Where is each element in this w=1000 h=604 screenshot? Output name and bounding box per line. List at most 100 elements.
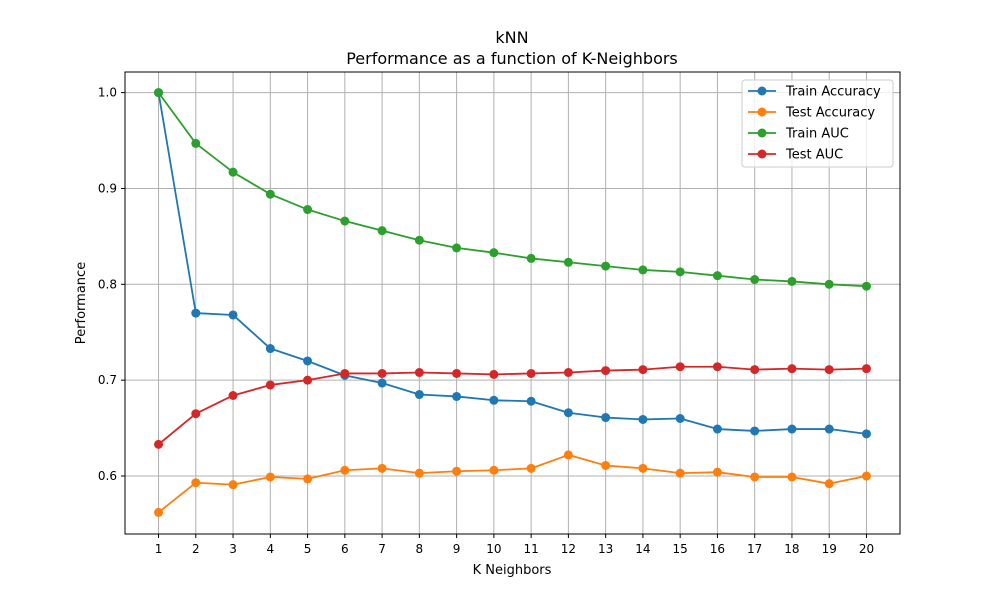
x-axis-label: K Neighbors bbox=[473, 563, 552, 578]
y-tick-label: 0.9 bbox=[98, 181, 117, 195]
x-tick-label: 7 bbox=[378, 542, 386, 556]
legend-item-test-accuracy: Test Accuracy bbox=[748, 106, 875, 121]
data-point-train-auc bbox=[563, 257, 573, 267]
data-point-train-accuracy bbox=[563, 408, 573, 418]
plot-area-frame bbox=[124, 71, 901, 535]
data-point-train-accuracy bbox=[750, 426, 760, 436]
legend-marker bbox=[757, 86, 767, 96]
x-tick-label: 9 bbox=[453, 542, 461, 556]
data-point-test-accuracy bbox=[265, 472, 275, 482]
data-point-train-auc bbox=[824, 279, 834, 289]
data-point-test-accuracy bbox=[303, 474, 313, 484]
data-point-test-auc bbox=[414, 367, 424, 377]
data-point-test-auc bbox=[377, 368, 387, 378]
data-point-train-auc bbox=[228, 167, 238, 177]
x-tick-label: 17 bbox=[747, 542, 762, 556]
legend-item-train-accuracy: Train Accuracy bbox=[748, 85, 881, 100]
data-point-train-auc bbox=[526, 253, 536, 263]
x-tick-label: 5 bbox=[304, 542, 312, 556]
data-point-test-accuracy bbox=[414, 468, 424, 478]
x-tick-label: 15 bbox=[673, 542, 688, 556]
data-point-train-auc bbox=[452, 243, 462, 253]
data-point-train-accuracy bbox=[452, 391, 462, 401]
x-tick-label: 3 bbox=[229, 542, 237, 556]
series-test-auc bbox=[154, 362, 871, 449]
data-point-train-auc bbox=[675, 267, 685, 277]
data-point-test-accuracy bbox=[452, 466, 462, 476]
series-line-train-auc bbox=[157, 92, 867, 288]
data-point-test-accuracy bbox=[787, 472, 797, 482]
data-point-test-auc bbox=[638, 365, 648, 375]
data-point-train-accuracy bbox=[787, 424, 797, 434]
x-tick-label: 18 bbox=[784, 542, 799, 556]
data-point-train-accuracy bbox=[601, 413, 611, 423]
series-line-test-accuracy bbox=[157, 454, 867, 514]
data-point-train-auc bbox=[414, 235, 424, 245]
data-point-train-auc bbox=[712, 271, 722, 281]
series-line-train-accuracy bbox=[157, 92, 867, 435]
x-tick-label: 4 bbox=[266, 542, 274, 556]
y-tick-label: 0.7 bbox=[98, 373, 117, 387]
y-tick-label: 0.8 bbox=[98, 277, 117, 291]
data-point-test-accuracy bbox=[824, 479, 834, 489]
data-point-train-accuracy bbox=[861, 429, 871, 439]
y-axis-label: Performance bbox=[74, 262, 89, 344]
series-train-auc bbox=[154, 88, 871, 291]
legend-marker bbox=[757, 149, 767, 159]
data-point-test-auc bbox=[154, 439, 164, 449]
data-point-train-auc bbox=[750, 275, 760, 285]
legend-label: Train Accuracy bbox=[785, 85, 881, 100]
data-point-train-accuracy bbox=[191, 308, 201, 318]
data-point-test-accuracy bbox=[712, 467, 722, 477]
data-point-test-auc bbox=[265, 380, 275, 390]
data-point-train-accuracy bbox=[675, 414, 685, 423]
data-point-train-accuracy bbox=[228, 310, 238, 320]
y-tick-label: 0.6 bbox=[98, 469, 117, 483]
data-point-test-accuracy bbox=[154, 507, 164, 517]
x-tick-label: 19 bbox=[822, 542, 837, 556]
grid-lines bbox=[125, 72, 900, 534]
data-point-train-accuracy bbox=[638, 414, 648, 424]
legend-marker bbox=[757, 128, 767, 138]
data-point-train-auc bbox=[154, 88, 164, 98]
legend-marker bbox=[757, 107, 767, 117]
legend-item-train-auc: Train AUC bbox=[748, 127, 849, 142]
data-point-test-accuracy bbox=[601, 460, 611, 470]
data-point-test-auc bbox=[563, 367, 573, 377]
x-tick-label: 12 bbox=[561, 542, 576, 556]
data-point-train-auc bbox=[861, 281, 871, 291]
data-point-train-auc bbox=[489, 248, 499, 258]
data-point-test-accuracy bbox=[526, 463, 536, 473]
x-tick-label: 8 bbox=[416, 542, 424, 556]
data-point-train-accuracy bbox=[303, 356, 313, 366]
data-point-test-auc bbox=[191, 409, 201, 419]
data-point-test-auc bbox=[787, 364, 797, 374]
data-point-test-auc bbox=[526, 368, 536, 378]
x-tick-label: 10 bbox=[486, 542, 501, 556]
data-point-train-auc bbox=[787, 276, 797, 286]
x-tick-label: 11 bbox=[523, 542, 538, 556]
data-point-train-accuracy bbox=[377, 378, 387, 388]
legend-label: Test AUC bbox=[785, 148, 843, 163]
series-line-test-auc bbox=[157, 365, 867, 446]
data-point-test-auc bbox=[861, 364, 871, 374]
chart-title: kNN bbox=[495, 28, 528, 47]
legend-label: Test Accuracy bbox=[785, 106, 875, 121]
data-point-train-auc bbox=[340, 216, 350, 226]
x-tick-label: 20 bbox=[859, 542, 874, 556]
data-point-train-accuracy bbox=[712, 424, 722, 434]
data-point-test-accuracy bbox=[377, 463, 387, 473]
legend-label: Train AUC bbox=[785, 127, 849, 142]
data-point-train-auc bbox=[377, 226, 387, 236]
legend-item-test-auc: Test AUC bbox=[748, 148, 843, 163]
data-point-train-auc bbox=[191, 138, 201, 148]
data-point-test-accuracy bbox=[340, 465, 350, 475]
data-point-test-auc bbox=[340, 368, 350, 378]
data-point-test-accuracy bbox=[750, 472, 760, 482]
y-tick-label: 1.0 bbox=[98, 86, 117, 100]
x-tick-label: 1 bbox=[155, 542, 163, 556]
data-point-test-auc bbox=[489, 369, 499, 379]
x-tick-label: 16 bbox=[710, 542, 725, 556]
data-point-train-auc bbox=[303, 205, 313, 215]
axis-ticks: 1 2 3 4 5 6 7 8 9 10 11 12 13 14 15 16 17 18 19 200.60.70.8… bbox=[98, 86, 874, 556]
